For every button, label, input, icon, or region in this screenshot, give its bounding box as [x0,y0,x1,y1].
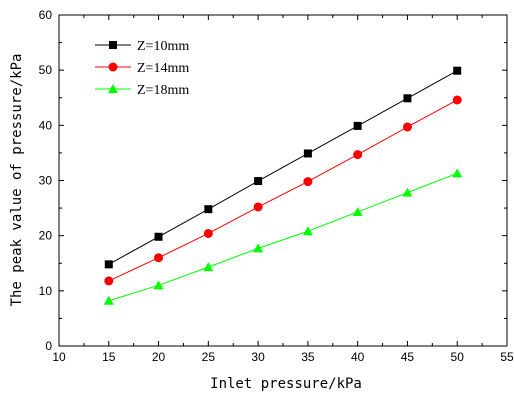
legend-marker [108,84,118,93]
x-tick-label: 40 [351,350,365,364]
data-point [154,253,164,263]
y-tick-label: 50 [39,63,53,77]
data-point [303,177,313,187]
data-point [452,95,462,105]
data-point [104,276,114,286]
legend-label: Z=10mm [137,39,189,54]
data-point [402,187,413,197]
legend-marker [108,62,118,72]
data-point [452,168,463,178]
legend-label: Z=14mm [137,61,189,76]
x-tick-label: 10 [52,350,66,364]
data-point [403,94,412,103]
series-line [108,99,458,282]
x-tick-label: 25 [202,350,216,364]
legend-label: Z=18mm [137,83,189,98]
data-point [154,232,163,241]
series-line [108,172,458,302]
y-tick-label: 40 [39,118,53,132]
data-point [352,206,363,216]
x-tick-label: 45 [401,350,415,364]
data-point [254,177,263,186]
x-tick-label: 55 [500,350,514,364]
data-point [203,262,214,272]
series-line [108,70,458,265]
x-tick-label: 30 [251,350,265,364]
data-point [253,202,263,212]
y-tick-label: 30 [39,174,53,188]
x-tick-label: 20 [152,350,166,364]
x-tick-label: 50 [451,350,465,364]
series-0 [104,66,462,269]
legend-marker [109,41,117,49]
x-tick-label: 35 [301,350,315,364]
y-tick-label: 60 [39,8,53,22]
x-axis-label: Inlet pressure/kPa [210,376,362,392]
plot-area: 10 15 20 25 30 35 40 45 50 550102030405060Z=10mmZ… [39,8,514,364]
data-point [103,295,114,305]
y-axis-label: The peak value of pressure/kPa [9,54,25,307]
x-tick-label: 15 [102,350,116,364]
data-point [353,150,363,160]
data-point [104,260,113,269]
series-2 [103,168,463,305]
data-point [453,66,462,75]
legend: Z=10mm Z=14mm Z=18mm [95,39,189,98]
y-tick-label: 10 [39,284,53,298]
data-point [402,122,412,132]
y-tick-label: 0 [45,339,52,353]
data-point [302,226,313,236]
series-1 [104,95,462,286]
data-point [153,280,164,290]
data-point [303,149,312,158]
data-point [253,243,264,253]
data-point [204,205,213,214]
y-tick-label: 20 [39,229,53,243]
data-point [203,228,213,238]
data-point [353,121,362,130]
